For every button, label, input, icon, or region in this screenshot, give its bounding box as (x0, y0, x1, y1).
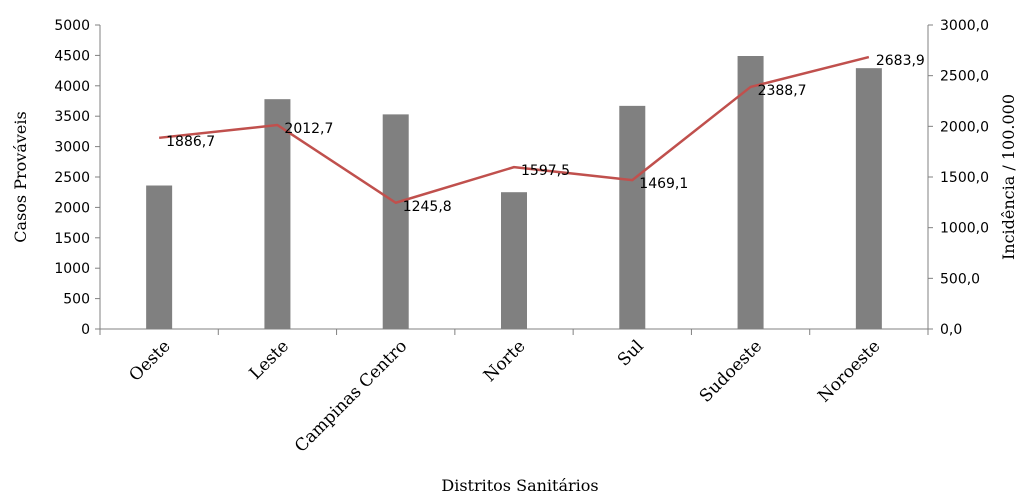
left-y-axis: 0 500 1000 1500 2000 2500 3000 3500 4000 4500 5000 (54, 18, 101, 338)
category-label: Norte (480, 336, 530, 386)
line-series (159, 55, 870, 205)
data-label: 2012,7 (284, 121, 333, 137)
left-tick-label: 1500 (54, 231, 90, 247)
x-axis-title: Distritos Sanitários (441, 476, 598, 495)
right-tick-label: 2500,0 (940, 69, 989, 85)
data-label: 2388,7 (758, 83, 807, 99)
bar (264, 99, 291, 330)
bar (619, 105, 646, 329)
incidence-line (159, 55, 870, 205)
data-labels: 1886,7 2012,7 1245,8 1597,5 1469,1 2388,7 2683… (166, 53, 925, 215)
right-tick-label: 1500,0 (940, 170, 989, 186)
y2-axis-title: Incidência / 100.000 (999, 94, 1018, 260)
y-axis-title: Casos Prováveis (11, 111, 30, 242)
category-label: Noroeste (814, 336, 884, 406)
right-tick-label: 3000,0 (940, 18, 989, 34)
left-tick-label: 3500 (54, 109, 90, 125)
left-tick-label: 2000 (54, 200, 90, 216)
data-label: 1245,8 (403, 199, 452, 215)
bar (501, 192, 527, 329)
category-label: Leste (246, 336, 293, 383)
data-label: 1597,5 (521, 163, 570, 179)
category-label: Sudoeste (696, 336, 766, 406)
category-label: Oeste (125, 336, 174, 385)
data-label: 1886,7 (166, 134, 215, 150)
right-tick-label: 0,0 (940, 322, 962, 338)
bar (855, 68, 882, 329)
data-label: 1469,1 (639, 176, 688, 192)
right-tick-label: 500,0 (940, 271, 980, 287)
right-tick-label: 1000,0 (940, 221, 989, 237)
left-tick-label: 3000 (54, 140, 90, 156)
category-label: Campinas Centro (291, 336, 411, 456)
data-label: 2683,9 (876, 53, 925, 69)
left-tick-label: 4000 (54, 79, 90, 95)
bar-series (146, 56, 882, 330)
left-tick-label: 0 (81, 322, 90, 338)
right-y-axis: 0,0 500,0 1000,0 1500,0 2000,0 2500,0 3000,0 (927, 18, 989, 338)
left-tick-label: 4500 (54, 48, 90, 64)
bar (737, 56, 764, 330)
category-label: Sul (614, 336, 648, 370)
left-tick-label: 2500 (54, 170, 90, 186)
left-tick-label: 500 (63, 292, 90, 308)
left-tick-label: 5000 (54, 18, 90, 34)
bar (146, 185, 173, 329)
left-tick-label: 1000 (54, 261, 90, 277)
bar (382, 114, 409, 329)
right-tick-label: 2000,0 (940, 119, 989, 135)
